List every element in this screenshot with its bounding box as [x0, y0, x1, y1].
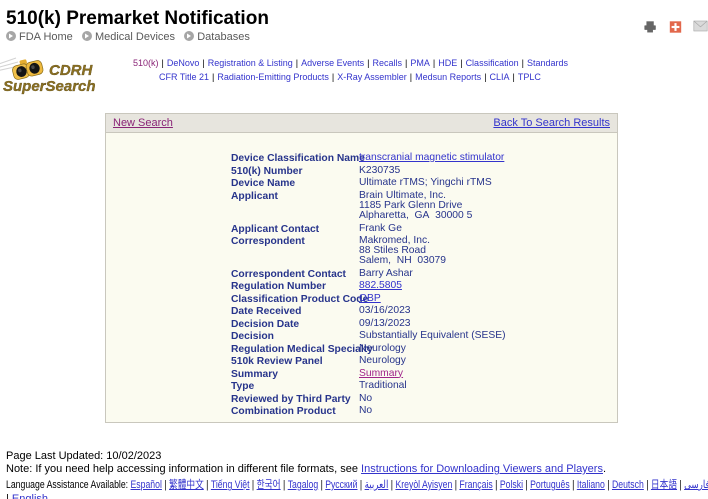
svg-text:SuperSearch: SuperSearch [3, 78, 96, 95]
svg-text:CDRH: CDRH [49, 62, 93, 79]
